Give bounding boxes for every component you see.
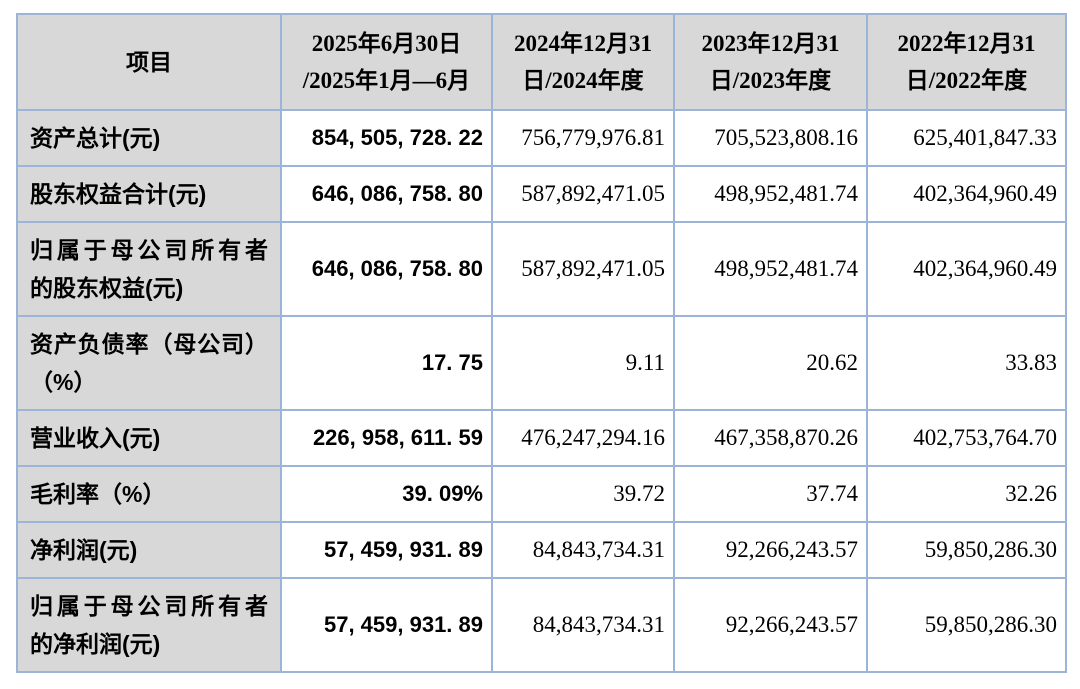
row-label: 资产总计(元) xyxy=(16,109,282,167)
row-label: 营业收入(元) xyxy=(16,409,282,467)
table-row-total-assets: 资产总计(元) 854, 505, 728. 22 756,779,976.81… xyxy=(16,109,1067,167)
column-header-2024: 2024年12月31 日/2024年度 xyxy=(491,13,675,111)
cell-value: 20.62 xyxy=(673,315,868,411)
cell-value: 625,401,847.33 xyxy=(866,109,1067,167)
column-header-2025: 2025年6月30日 /2025年1月—6月 xyxy=(280,13,493,111)
cell-value: 402,364,960.49 xyxy=(866,221,1067,317)
cell-value: 498,952,481.74 xyxy=(673,165,868,223)
table-row-gross-margin: 毛利率（%） 39. 09% 39.72 37.74 32.26 xyxy=(16,465,1067,523)
table-row-total-equity: 股东权益合计(元) 646, 086, 758. 80 587,892,471.… xyxy=(16,165,1067,223)
cell-value: 37.74 xyxy=(673,465,868,523)
cell-value: 17. 75 xyxy=(280,315,493,411)
cell-value: 59,850,286.30 xyxy=(866,577,1067,673)
cell-value: 226, 958, 611. 59 xyxy=(280,409,493,467)
cell-value: 84,843,734.31 xyxy=(491,521,675,579)
cell-value: 854, 505, 728. 22 xyxy=(280,109,493,167)
row-label: 净利润(元) xyxy=(16,521,282,579)
cell-value: 646, 086, 758. 80 xyxy=(280,221,493,317)
cell-value: 498,952,481.74 xyxy=(673,221,868,317)
cell-value: 84,843,734.31 xyxy=(491,577,675,673)
financial-summary-table: 项目 2025年6月30日 /2025年1月—6月 2024年12月31 日/2… xyxy=(16,13,1067,673)
cell-value: 646, 086, 758. 80 xyxy=(280,165,493,223)
cell-value: 402,364,960.49 xyxy=(866,165,1067,223)
cell-value: 57, 459, 931. 89 xyxy=(280,577,493,673)
cell-value: 587,892,471.05 xyxy=(491,221,675,317)
cell-value: 57, 459, 931. 89 xyxy=(280,521,493,579)
cell-value: 92,266,243.57 xyxy=(673,577,868,673)
table-row-debt-ratio: 资产负债率（母公司） （%） 17. 75 9.11 20.62 33.83 xyxy=(16,315,1067,411)
row-label: 毛利率（%） xyxy=(16,465,282,523)
column-header-2022: 2022年12月31 日/2022年度 xyxy=(866,13,1067,111)
column-header-item: 项目 xyxy=(16,13,282,111)
table-row-revenue: 营业收入(元) 226, 958, 611. 59 476,247,294.16… xyxy=(16,409,1067,467)
cell-value: 39. 09% xyxy=(280,465,493,523)
cell-value: 476,247,294.16 xyxy=(491,409,675,467)
cell-value: 9.11 xyxy=(491,315,675,411)
table-row-net-profit-parent: 归属于母公司所有者 的净利润(元) 57, 459, 931. 89 84,843… xyxy=(16,577,1067,673)
cell-value: 705,523,808.16 xyxy=(673,109,868,167)
row-label: 归属于母公司所有者 的股东权益(元) xyxy=(16,221,282,317)
column-header-2023: 2023年12月31 日/2023年度 xyxy=(673,13,868,111)
cell-value: 32.26 xyxy=(866,465,1067,523)
row-label: 归属于母公司所有者 的净利润(元) xyxy=(16,577,282,673)
cell-value: 33.83 xyxy=(866,315,1067,411)
cell-value: 39.72 xyxy=(491,465,675,523)
cell-value: 92,266,243.57 xyxy=(673,521,868,579)
cell-value: 467,358,870.26 xyxy=(673,409,868,467)
cell-value: 587,892,471.05 xyxy=(491,165,675,223)
header-row: 项目 2025年6月30日 /2025年1月—6月 2024年12月31 日/2… xyxy=(16,13,1067,111)
cell-value: 756,779,976.81 xyxy=(491,109,675,167)
row-label: 资产负债率（母公司） （%） xyxy=(16,315,282,411)
table-row-equity-parent: 归属于母公司所有者 的股东权益(元) 646, 086, 758. 80 587,… xyxy=(16,221,1067,317)
row-label: 股东权益合计(元) xyxy=(16,165,282,223)
cell-value: 59,850,286.30 xyxy=(866,521,1067,579)
cell-value: 402,753,764.70 xyxy=(866,409,1067,467)
table-row-net-profit: 净利润(元) 57, 459, 931. 89 84,843,734.31 92… xyxy=(16,521,1067,579)
